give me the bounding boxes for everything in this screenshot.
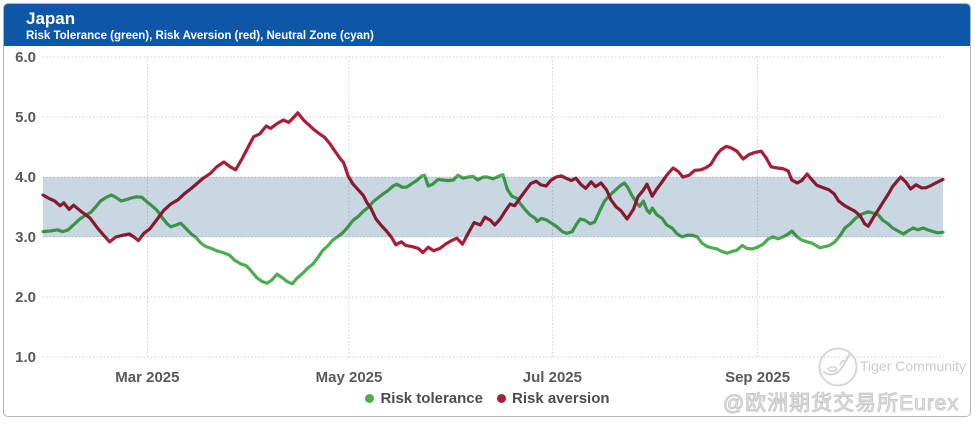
risk-aversion-dot-icon bbox=[496, 394, 506, 403]
page-title: Japan bbox=[26, 9, 76, 28]
x-axis-tick-label: May 2025 bbox=[316, 369, 383, 386]
y-axis-tick-label: 3.0 bbox=[15, 229, 36, 246]
x-axis-tick-label: Sep 2025 bbox=[725, 369, 790, 386]
chart-header: Japan Risk Tolerance (green), Risk Avers… bbox=[4, 4, 970, 46]
y-axis-tick-label: 5.0 bbox=[15, 109, 36, 126]
y-axis-tick-label: 2.0 bbox=[15, 289, 36, 306]
legend-label-aversion: Risk aversion bbox=[511, 390, 610, 407]
legend-label-tolerance: Risk tolerance bbox=[380, 390, 483, 407]
chart-legend: Risk tolerance Risk aversion bbox=[0, 390, 975, 407]
chart-subtitle: Risk Tolerance (green), Risk Aversion (r… bbox=[26, 30, 374, 42]
y-axis-tick-label: 4.0 bbox=[15, 169, 36, 186]
legend-item-risk-aversion: Risk aversion bbox=[496, 390, 610, 407]
risk-tolerance-dot-icon bbox=[365, 394, 375, 403]
neutral-zone-band bbox=[43, 177, 943, 237]
y-axis-tick-label: 1.0 bbox=[15, 349, 36, 366]
legend-item-risk-tolerance: Risk tolerance bbox=[365, 390, 483, 407]
y-axis-tick-label: 6.0 bbox=[15, 49, 36, 66]
x-axis-tick-label: Jul 2025 bbox=[523, 369, 582, 386]
tiger-logo-icon bbox=[818, 347, 858, 387]
watermark-brand: Tiger Community bbox=[860, 358, 967, 374]
watermark-handle: @欧洲期货交易所Eurex bbox=[722, 392, 959, 416]
x-axis-tick-label: Mar 2025 bbox=[115, 369, 179, 386]
